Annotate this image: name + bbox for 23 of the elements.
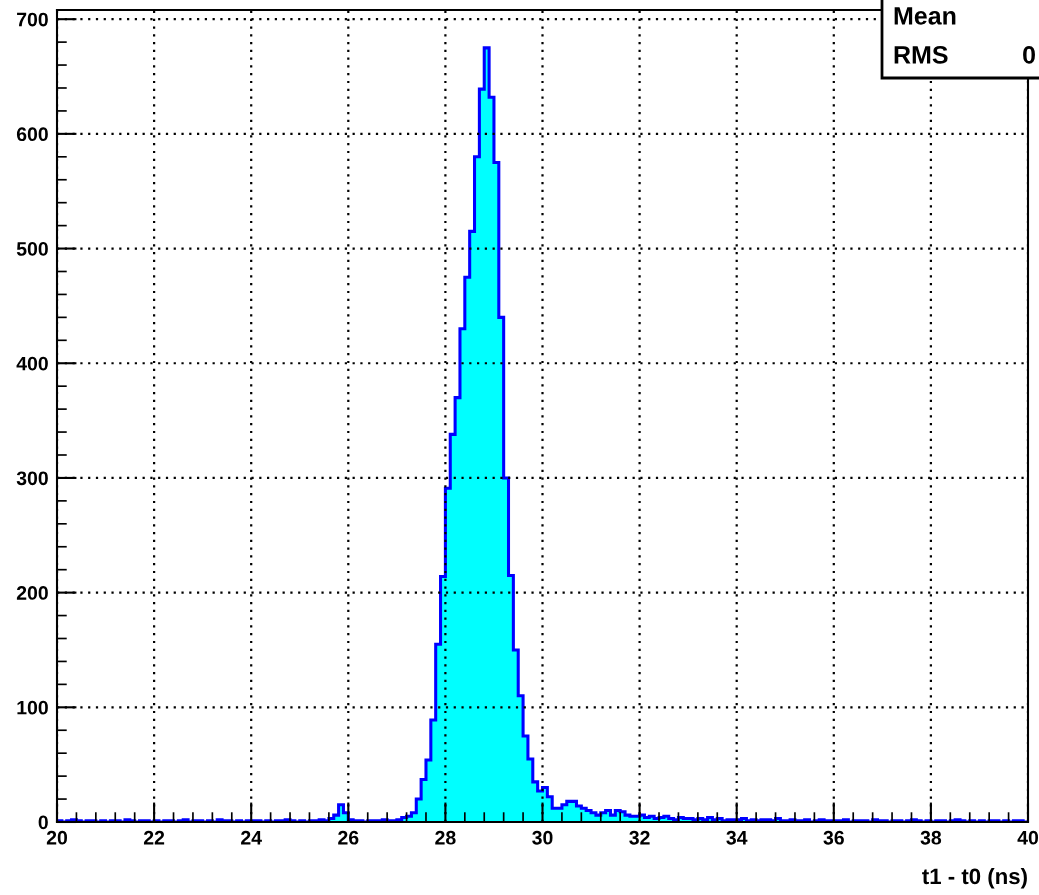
y-tick-label: 500	[16, 242, 48, 256]
y-tick-label: 300	[16, 471, 48, 486]
y-tick-label: 600	[16, 127, 48, 142]
x-tick-label: 24	[241, 830, 262, 845]
x-tick-label: 30	[532, 830, 553, 845]
annotation: 0	[1023, 46, 1035, 64]
x-tick-label: 40	[1017, 830, 1039, 845]
x-tick-label: 32	[629, 830, 650, 845]
x-tick-label: 20	[46, 830, 68, 845]
y-tick-label: 400	[16, 356, 48, 371]
annotation: RMS	[894, 46, 948, 64]
y-tick-label: 200	[16, 586, 48, 600]
y-tick-label: 700	[17, 12, 48, 27]
x-axis-title: t1 - t0 (ns)	[922, 867, 1027, 889]
y-tick-label: 0	[38, 815, 48, 830]
x-tick-label: 36	[823, 830, 844, 845]
x-tick-label: 34	[726, 830, 748, 845]
annotation: Mean	[894, 7, 956, 25]
x-tick-label: 38	[920, 830, 942, 845]
x-tick-label: 26	[338, 830, 359, 845]
x-tick-label: 22	[143, 830, 165, 845]
y-tick-label: 100	[17, 700, 48, 715]
x-tick-label: 28	[435, 830, 456, 845]
